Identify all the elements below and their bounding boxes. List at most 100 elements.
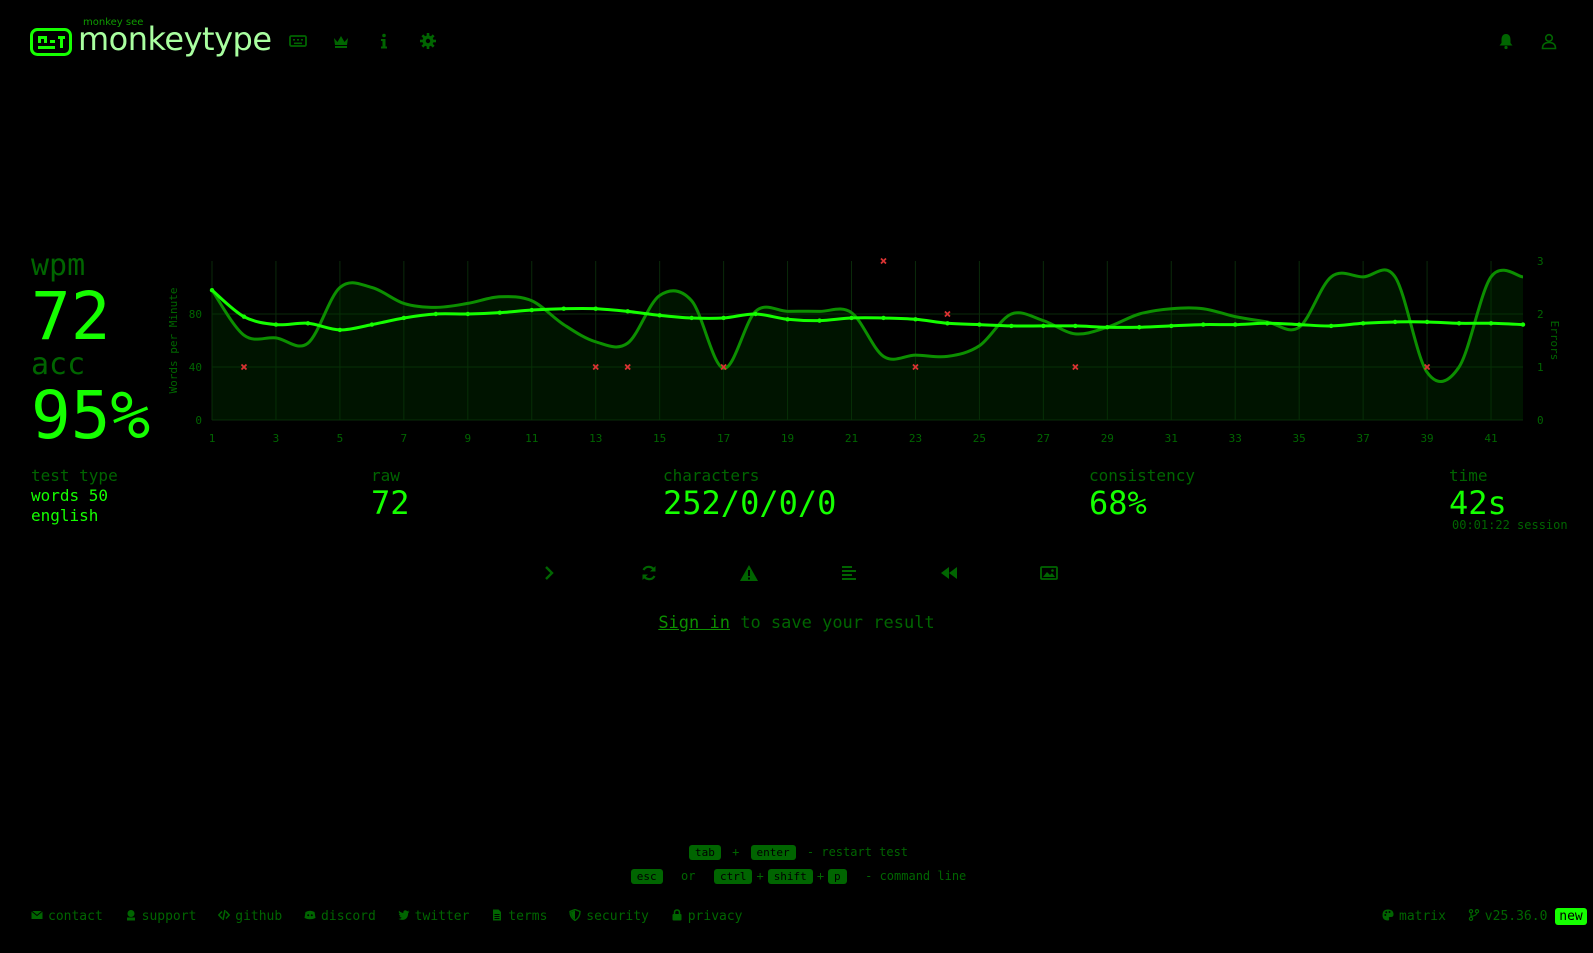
characters-label: characters <box>663 466 760 485</box>
x-tick-label: 19 <box>781 432 794 445</box>
wpm-point <box>689 315 694 321</box>
envelope-icon <box>31 910 43 919</box>
twitter-label: twitter <box>414 909 470 924</box>
or-text: or <box>681 869 696 883</box>
wpm-point <box>561 306 566 311</box>
x-tick-label: 23 <box>909 432 922 445</box>
wpm-point <box>1201 322 1206 327</box>
wpm-point <box>1360 321 1366 326</box>
contact-link[interactable]: contact <box>31 909 103 924</box>
info-icon[interactable] <box>375 32 393 50</box>
consistency-label: consistency <box>1089 466 1195 485</box>
wpm-point <box>241 314 247 319</box>
wpm-point <box>913 317 918 322</box>
donate-icon <box>126 910 135 921</box>
twitter-link[interactable]: twitter <box>397 909 470 924</box>
p-key: p <box>828 869 847 884</box>
discord-label: discord <box>321 909 376 924</box>
privacy-link[interactable]: privacy <box>671 909 743 924</box>
keyboard-icon[interactable] <box>289 32 307 50</box>
wpm-point <box>785 317 790 322</box>
wpm-chart: 1 3 5 7 9 11 13 15 17 19 21 23 25 27 29 31 33 35 37 39 41040… <box>167 255 1561 445</box>
footer-right: matrix v25.36.0 new <box>1382 908 1587 925</box>
characters-value: 252/0/0/0 <box>663 484 837 522</box>
code-branch-icon <box>1468 909 1479 921</box>
bell-icon[interactable] <box>1497 32 1515 50</box>
acc-value: 95% <box>31 377 151 454</box>
raw-value: 72 <box>371 484 410 522</box>
github-link[interactable]: github <box>218 909 282 924</box>
discord-icon <box>304 910 316 920</box>
y-tick-label: 80 <box>189 308 202 321</box>
wpm-point <box>1520 322 1526 327</box>
theme-button[interactable]: matrix <box>1382 909 1446 924</box>
support-link[interactable]: support <box>125 909 196 924</box>
wpm-point <box>753 311 758 317</box>
privacy-label: privacy <box>687 909 743 924</box>
wpm-point <box>1328 323 1334 329</box>
error-marker <box>624 363 631 371</box>
wpm-point <box>593 306 598 311</box>
restart-hint-text: - restart test <box>806 845 909 859</box>
github-label: github <box>235 909 283 924</box>
wpm-point <box>1424 319 1430 325</box>
lock-icon <box>672 909 682 921</box>
wpm-point <box>369 322 375 327</box>
y-tick-label: 0 <box>195 414 202 427</box>
version-button[interactable]: v25.36.0 new <box>1468 908 1587 925</box>
wpm-point <box>1041 323 1046 329</box>
crown-icon[interactable] <box>332 32 350 50</box>
x-tick-label: 39 <box>1420 432 1433 445</box>
wpm-point <box>657 313 662 318</box>
practice-mistakes-button[interactable] <box>739 563 759 583</box>
raw-line <box>210 268 1524 383</box>
replay-button[interactable] <box>939 563 959 583</box>
esc-key: esc <box>630 869 663 884</box>
wpm-point <box>305 321 311 326</box>
x-tick-label: 1 <box>209 432 216 445</box>
next-test-button[interactable] <box>539 563 559 583</box>
logo-text[interactable]: monkeytype <box>78 20 272 58</box>
restart-test-button[interactable] <box>639 563 659 583</box>
x-tick-label: 37 <box>1356 432 1369 445</box>
plus-sign: + <box>756 869 764 883</box>
wpm-point <box>977 322 982 327</box>
raw-label: raw <box>371 466 400 485</box>
sign-in-link[interactable]: Sign in <box>658 613 730 633</box>
shield-icon <box>569 908 581 922</box>
discord-link[interactable]: discord <box>304 909 376 924</box>
y2-tick-label: 0 <box>1537 414 1544 427</box>
raw-area <box>212 269 1523 420</box>
x-tick-label: 11 <box>525 432 538 445</box>
wpm-point <box>849 315 854 321</box>
wpm-point <box>401 315 407 321</box>
error-marker <box>880 257 887 265</box>
wpm-point <box>817 318 822 323</box>
restart-hint: tab + enter - restart test <box>0 845 1593 860</box>
wpm-point <box>1264 321 1270 326</box>
x-tick-label: 17 <box>717 432 730 445</box>
tab-key: tab <box>688 845 721 860</box>
gear-icon[interactable] <box>419 32 437 50</box>
wpm-point <box>465 311 471 317</box>
refresh-icon <box>642 565 656 581</box>
terms-link[interactable]: terms <box>491 909 547 924</box>
error-marker <box>1423 363 1431 371</box>
acc-label: acc <box>31 347 86 382</box>
security-link[interactable]: security <box>569 908 649 924</box>
logo-icon[interactable] <box>30 28 72 56</box>
wpm-point <box>945 321 950 326</box>
time-value: 42s <box>1449 484 1507 522</box>
command-line-hint-text: - command line <box>865 869 967 883</box>
y-axis-label: Words per Minute <box>167 288 180 394</box>
user-icon[interactable] <box>1540 32 1558 50</box>
x-tick-label: 9 <box>464 432 471 445</box>
screenshot-button[interactable] <box>1039 563 1059 583</box>
wpm-point <box>1392 319 1398 325</box>
footer-links: contact support github discord twitter t… <box>31 908 757 924</box>
words-history-button[interactable] <box>839 563 859 583</box>
version-label: v25.36.0 <box>1484 909 1548 924</box>
command-line-hint: esc or ctrl + shift + p - command line <box>0 869 1593 884</box>
wpm-point <box>1073 323 1078 329</box>
test-type-language: english <box>31 506 99 525</box>
